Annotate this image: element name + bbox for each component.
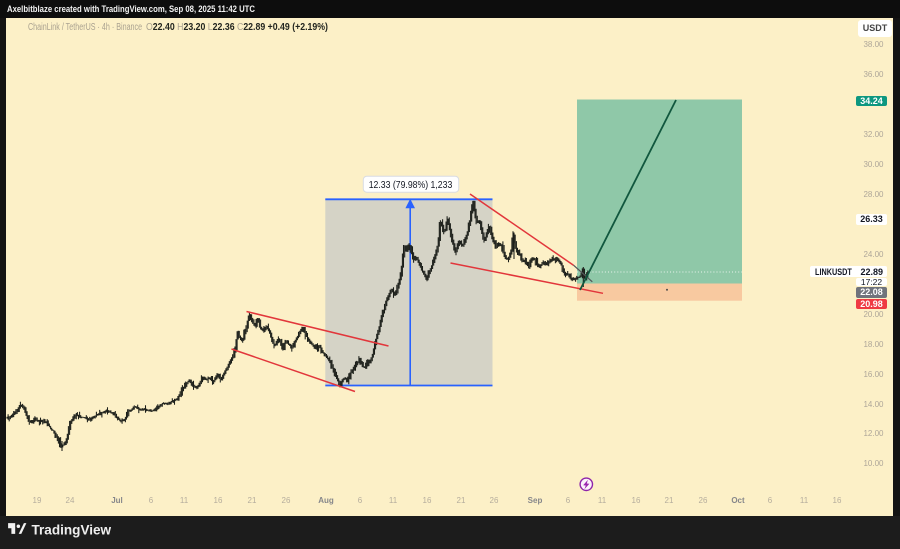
svg-text:12.33 (79.98%) 1,233: 12.33 (79.98%) 1,233 xyxy=(369,179,453,191)
svg-text:TradingView: TradingView xyxy=(32,521,112,537)
